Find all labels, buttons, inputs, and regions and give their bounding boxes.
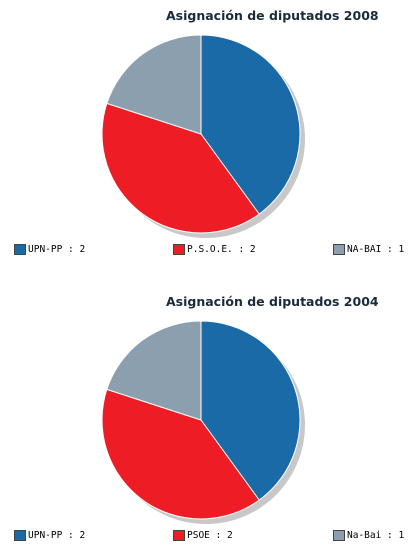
legend-label: Na-Bai : 1 (347, 529, 405, 541)
legend-swatch (333, 529, 345, 541)
legend-item-upn-pp: UPN-PP : 2 (14, 528, 85, 542)
legend-swatch (333, 243, 345, 255)
legend-label: PSOE : 2 (187, 529, 233, 541)
legend-label: UPN-PP : 2 (28, 243, 86, 255)
legend-item-psoe: PSOE : 2 (173, 528, 233, 542)
pie-plot (101, 320, 305, 524)
legend-item-na-bai: Na-Bai : 1 (333, 528, 404, 542)
pie-plot (101, 34, 305, 238)
pie-slice-upn-pp (200, 320, 301, 501)
legend-label: P.S.O.E. : 2 (187, 243, 256, 255)
pie-slice-upn-pp (200, 34, 301, 215)
legend-swatch (173, 529, 185, 541)
pie-slice-na-bai (106, 320, 202, 421)
chart-title: Asignación de diputados 2004 (166, 294, 379, 309)
legend-swatch (14, 243, 26, 255)
legend-item-upn-pp: UPN-PP : 2 (14, 242, 85, 256)
pie-chart-2004: Asignación de diputados 2004 UPN-PP : 2 … (0, 294, 415, 553)
pie-slice-na-bai (106, 34, 202, 135)
legend-swatch (14, 529, 26, 541)
chart-title: Asignación de diputados 2008 (166, 8, 379, 23)
legend-label: NA-BAI : 1 (347, 243, 405, 255)
legend-item-psoe: P.S.O.E. : 2 (173, 242, 256, 256)
pie-slice-p-s-o-e (101, 102, 260, 234)
pie-chart-2008: Asignación de diputados 2008 UPN-PP : 2 … (0, 8, 415, 268)
legend-item-na-bai: NA-BAI : 1 (333, 242, 404, 256)
legend-label: UPN-PP : 2 (28, 529, 86, 541)
legend-swatch (173, 243, 185, 255)
pie-slice-psoe (101, 388, 260, 520)
